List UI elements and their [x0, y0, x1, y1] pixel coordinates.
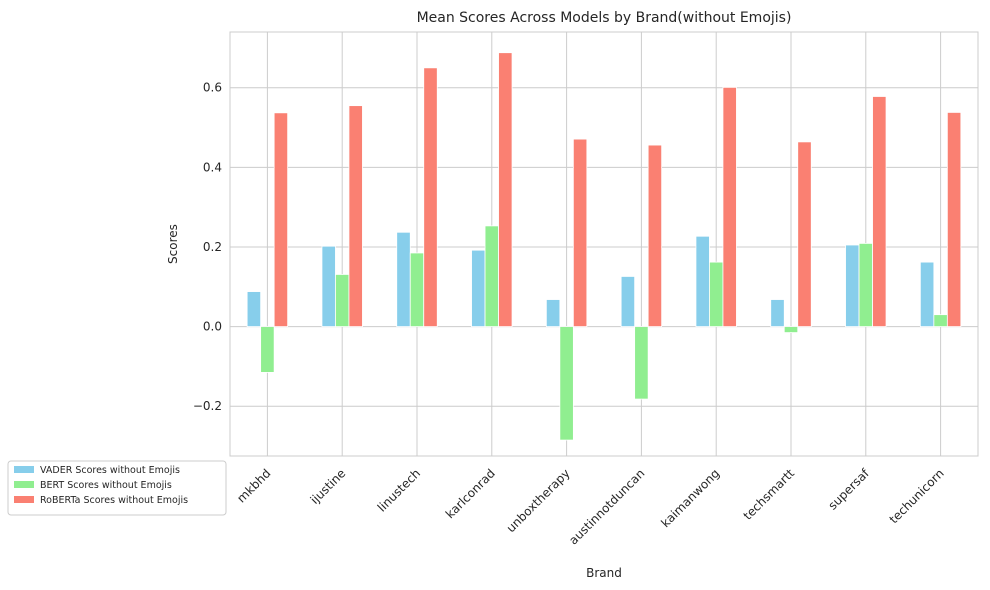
legend-box [7, 460, 227, 516]
bar-bert-karlconrad [484, 225, 499, 328]
x-tick-label: mkbhd [234, 466, 273, 505]
bar-vader-kaimanwong [695, 235, 710, 328]
y-tick-label: 0.4 [203, 160, 222, 174]
bar-roberta-karlconrad [498, 52, 513, 328]
bar-bert-techunicorn [933, 314, 948, 328]
bar-bert-kaimanwong [709, 261, 724, 328]
bar-vader-unboxtherapy [545, 299, 561, 328]
legend-swatch [14, 481, 34, 488]
bar-vader-techunicorn [919, 261, 935, 328]
bar-roberta-mkbhd [273, 112, 289, 328]
bar-vader-ijustine [321, 245, 336, 328]
bar-vader-austinnotduncan [620, 276, 636, 328]
bar-vader-karlconrad [471, 249, 486, 328]
legend-entry: RoBERTa Scores without Emojis [40, 495, 188, 506]
bar-vader-supersaf [845, 244, 860, 328]
x-tick-label: unboxtherapy [504, 466, 573, 535]
x-tick-label: techunicorn [887, 466, 947, 526]
bar-vader-mkbhd [246, 291, 262, 328]
bar-vader-techsmartt [770, 299, 785, 328]
bar-bert-techsmartt [783, 326, 799, 333]
legend-swatch [14, 466, 34, 473]
chart-title: Mean Scores Across Models by Brand(witho… [417, 10, 792, 26]
bars [246, 52, 962, 441]
bar-roberta-techunicorn [946, 112, 962, 328]
x-tick-label: austinnotduncan [566, 466, 647, 547]
bar-roberta-techsmartt [797, 141, 812, 328]
y-tick-label: 0.6 [203, 81, 222, 95]
bar-bert-supersaf [858, 243, 873, 328]
y-axis-ticks: −0.2 0.0 0.2 0.4 0.6 [193, 81, 222, 413]
y-tick-label: 0.2 [203, 240, 222, 254]
x-tick-label: techsmartt [741, 466, 798, 523]
y-tick-label: 0.0 [203, 320, 222, 334]
bar-bert-mkbhd [260, 326, 275, 373]
legend-entry: BERT Scores without Emojis [40, 480, 172, 491]
x-axis-ticks: mkbhd ijustine linustech karlconrad unboxthe… [234, 466, 946, 548]
x-tick-label: ijustine [308, 466, 349, 507]
plot-frame [229, 31, 979, 457]
y-tick-label: −0.2 [193, 399, 222, 413]
bar-bert-ijustine [335, 274, 350, 328]
bar-bert-linustech [409, 252, 425, 328]
bar-roberta-ijustine [348, 105, 363, 328]
bar-bert-unboxtherapy [559, 326, 574, 441]
bar-roberta-unboxtherapy [572, 138, 588, 328]
x-axis-title: Brand [586, 566, 622, 580]
x-tick-label: supersaf [826, 466, 873, 513]
bar-roberta-supersaf [872, 96, 887, 328]
x-tick-label: linustech [375, 466, 423, 514]
legend: VADER Scores without Emojis BERT Scores w… [7, 460, 227, 516]
bar-vader-linustech [396, 231, 411, 328]
bar-roberta-kaimanwong [722, 86, 737, 328]
bar-roberta-austinnotduncan [647, 144, 663, 328]
x-tick-label: kaimanwong [658, 466, 722, 530]
bar-roberta-linustech [423, 67, 438, 328]
x-tick-label: karlconrad [443, 466, 498, 521]
legend-entry: VADER Scores without Emojis [40, 465, 180, 476]
y-axis-title: Scores [166, 224, 180, 264]
legend-swatch [14, 496, 34, 503]
bar-bert-austinnotduncan [634, 326, 649, 400]
